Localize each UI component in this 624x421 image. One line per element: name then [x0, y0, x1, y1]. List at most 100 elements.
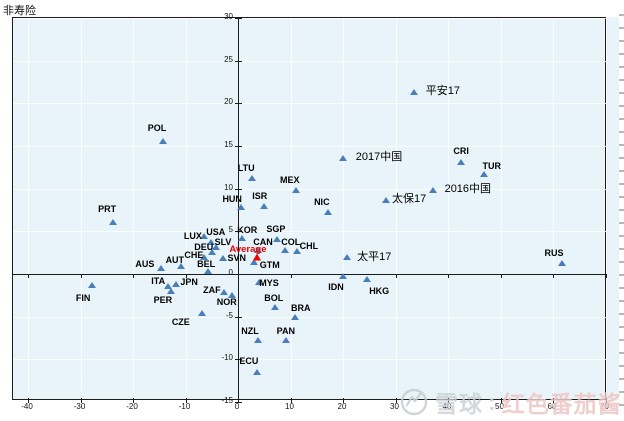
data-point-2017中国: [339, 154, 348, 161]
point-label-PRT: PRT: [98, 203, 117, 214]
point-label-ZAF: ZAF: [203, 284, 221, 295]
point-label-MYS: MYS: [259, 278, 279, 289]
x-axis-bottom-tick: [343, 398, 344, 403]
point-label-GTM: GTM: [259, 259, 280, 270]
point-label-RUS: RUS: [544, 247, 564, 258]
data-point-BEL: [204, 268, 213, 275]
data-point-SLV: [212, 244, 220, 251]
point-label-SGP: SGP: [266, 223, 286, 234]
point-label-CRI: CRI: [453, 146, 469, 157]
gridline-vertical: [395, 18, 397, 401]
x-tick-label: -40: [21, 402, 33, 411]
point-label-NOR: NOR: [216, 297, 237, 308]
y-tick-label: 30: [224, 12, 233, 21]
x-tick-label: -10: [178, 402, 191, 411]
data-point-NIC: [323, 209, 332, 216]
gridline-horizontal: [13, 231, 607, 233]
data-point-SVN: [218, 254, 227, 261]
y-tick-label: -5: [225, 310, 233, 320]
data-point-MEX: [291, 187, 300, 194]
data-point-TUR: [479, 171, 488, 177]
data-point-IDN: [339, 273, 348, 280]
x-axis-bottom-tick: [185, 398, 187, 403]
x-tick-label: 50: [495, 402, 504, 411]
y-tick-label: 15: [224, 140, 233, 149]
data-point-ZAF: [219, 288, 228, 295]
x-tick-label: 0: [234, 402, 240, 411]
point-label-HUN: HUN: [222, 194, 242, 205]
point-label-LTU: LTU: [237, 163, 255, 174]
data-point-MYS: [255, 279, 264, 286]
data-point-NOR: [227, 292, 236, 299]
point-label-LUX: LUX: [183, 231, 202, 242]
point-label-SLV: SLV: [214, 237, 232, 248]
gridline-horizontal: [13, 359, 607, 361]
data-point-LTU: [248, 175, 257, 182]
point-label-SVN: SVN: [227, 252, 247, 263]
y-axis-tick: [235, 103, 242, 105]
point-label-BRA: BRA: [291, 303, 311, 314]
gridline-vertical: [343, 18, 344, 401]
data-point-Average: [252, 253, 261, 261]
point-label-AUS: AUS: [135, 258, 155, 269]
data-point-平安17: [409, 89, 418, 96]
y-tick-label: 20: [224, 97, 233, 107]
point-label-CHL: CHL: [299, 240, 319, 251]
x-axis-tick: [290, 274, 292, 278]
x-axis-bottom-tick: [553, 398, 554, 403]
data-point-CHE: [199, 253, 208, 260]
y-tick-label: 10: [224, 182, 233, 192]
x-axis-bottom-tick: [290, 398, 292, 403]
gridline-vertical: [80, 18, 82, 401]
data-point-太平17: [343, 253, 352, 260]
data-point-HUN: [237, 204, 246, 211]
data-point-FIN: [88, 281, 97, 288]
point-label-太平17: 太平17: [357, 250, 392, 263]
x-axis-tick: [500, 274, 502, 278]
point-label-BOL: BOL: [264, 293, 284, 304]
point-label-ITA: ITA: [151, 275, 166, 286]
data-point-PER: [166, 287, 175, 294]
point-label-2017中国: 2017中国: [355, 150, 403, 163]
data-point-USA: [206, 239, 215, 246]
x-axis-tick: [238, 274, 239, 278]
point-label-HKG: HKG: [369, 285, 390, 296]
gridline-horizontal: [13, 18, 607, 19]
gridline-vertical: [28, 18, 29, 401]
point-label-平安17: 平安17: [425, 85, 461, 98]
gridline-vertical: [500, 18, 502, 401]
point-label-CHE: CHE: [184, 249, 204, 260]
x-axis-tick: [553, 274, 554, 278]
gridline-vertical: [605, 18, 607, 401]
y-tick-label: -10: [221, 353, 233, 363]
x-axis-tick: [28, 274, 29, 278]
data-point-POL: [158, 137, 167, 144]
data-point-AUT: [176, 263, 185, 270]
x-axis-bottom-tick: [28, 398, 29, 403]
data-point-GTM: [249, 258, 258, 265]
point-label-COL: COL: [281, 236, 301, 247]
gridline-horizontal: [13, 316, 607, 318]
point-label-NIC: NIC: [314, 197, 330, 208]
data-point-ECU: [252, 368, 261, 375]
y-axis-tick: [235, 316, 242, 318]
data-point-CZE: [197, 310, 206, 317]
point-label-NZL: NZL: [241, 326, 259, 337]
x-axis-tick: [448, 274, 449, 278]
data-point-ISR: [259, 202, 268, 209]
data-point-CRI: [457, 159, 466, 166]
x-axis-bottom-tick: [395, 398, 397, 403]
right-edge-dashed-line: [619, 14, 624, 410]
y-axis-tick: [235, 18, 242, 19]
y-tick-label: -15: [221, 395, 233, 405]
point-label-CAN: CAN: [253, 236, 273, 247]
data-point-HKG: [363, 275, 372, 282]
point-label-CZE: CZE: [171, 317, 190, 328]
data-point-COL: [280, 246, 289, 253]
x-axis-bottom-tick: [238, 398, 239, 403]
point-label-KOR: KOR: [237, 225, 258, 235]
point-label-USA: USA: [206, 227, 226, 238]
gridline-horizontal: [13, 146, 607, 147]
data-point-CHL: [292, 247, 301, 254]
